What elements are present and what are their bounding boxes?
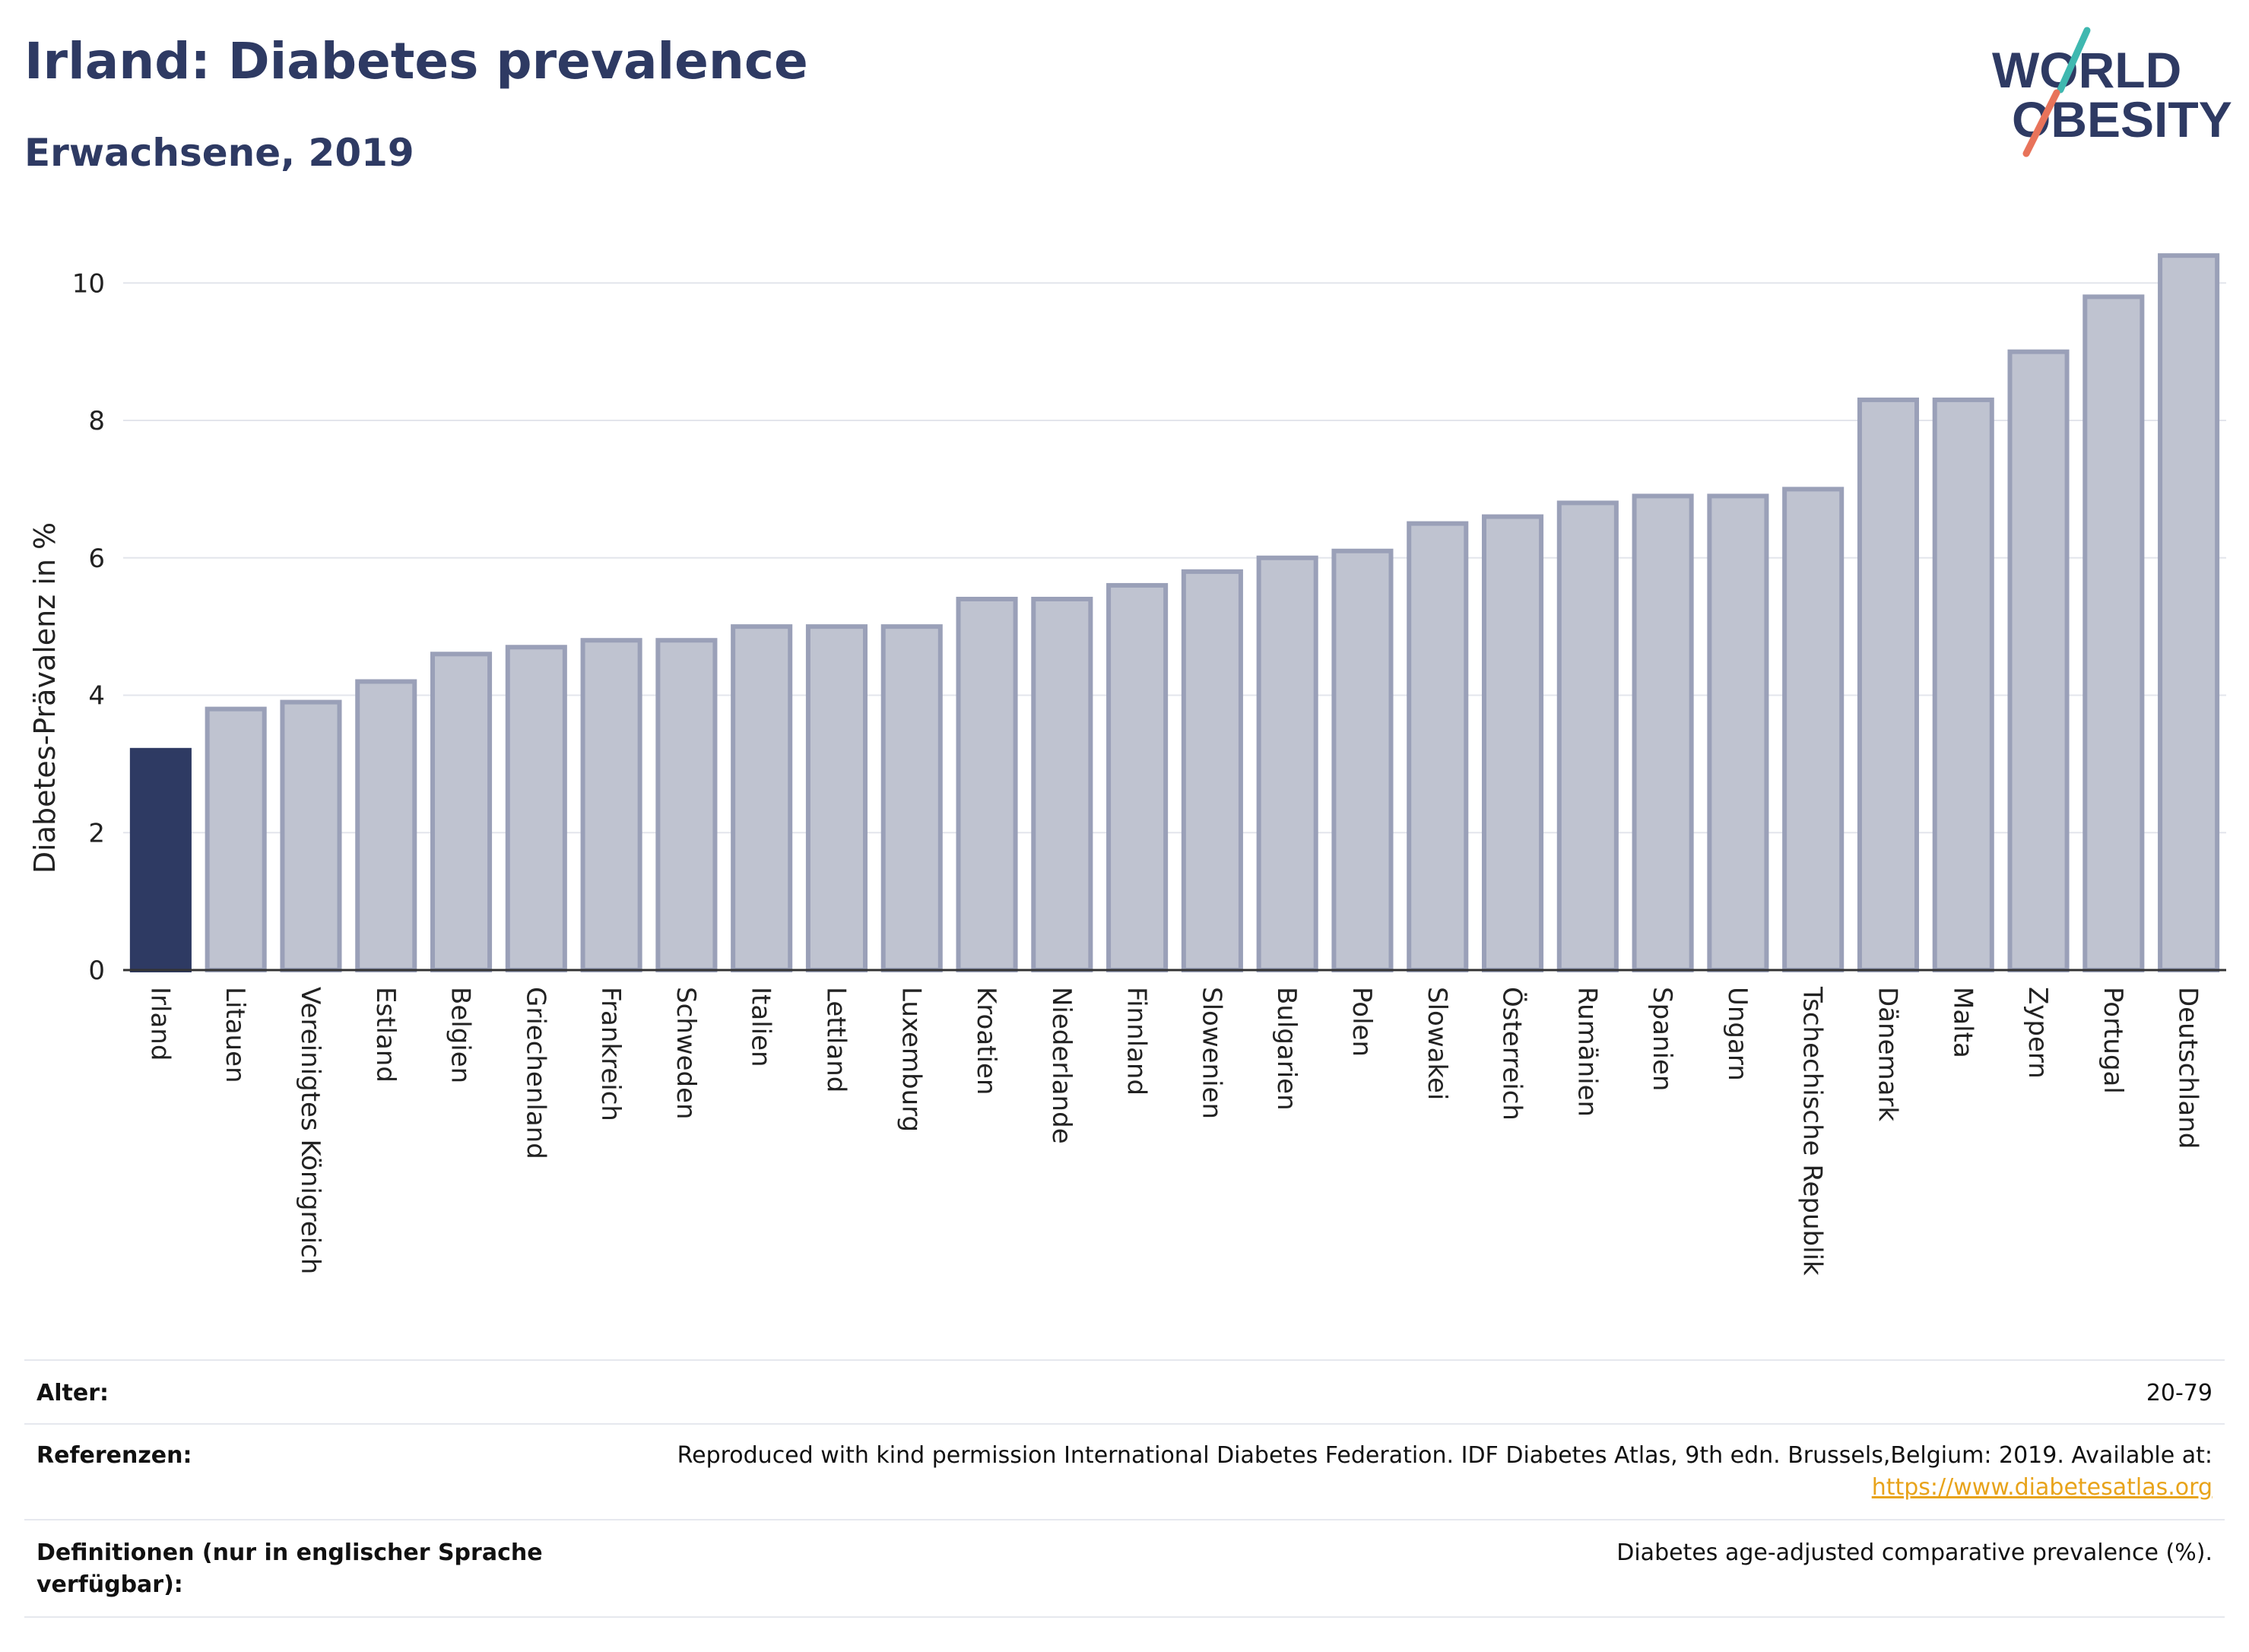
bar-vereinigtes-königreich xyxy=(280,699,342,972)
x-tick-label: Slowakei xyxy=(1422,987,1452,1100)
bar-tschechische-republik xyxy=(1782,487,1845,972)
metadata-table: Alter: 20-79 Referenzen: Reproduced with… xyxy=(24,1359,2225,1618)
bar-slowenien xyxy=(1181,569,1243,972)
bar-lettland xyxy=(805,624,868,972)
bar-litauen xyxy=(205,706,267,972)
bar-zypern xyxy=(2007,349,2070,972)
bar-rumänien xyxy=(1556,500,1619,972)
y-tick-label: 10 xyxy=(72,268,105,299)
x-tick-label: Kroatien xyxy=(971,987,1001,1095)
world-obesity-logo: WORLD OBESITY xyxy=(1992,27,2232,157)
bar-niederlande xyxy=(1031,597,1093,972)
x-tick-label: Zypern xyxy=(2022,987,2053,1079)
x-tick-label: Dänemark xyxy=(1872,987,1902,1121)
x-tick-label: Italien xyxy=(746,987,776,1067)
bar-polen xyxy=(1331,548,1394,972)
y-tick-label: 2 xyxy=(88,818,105,848)
x-tick-label: Slowenien xyxy=(1196,987,1226,1119)
meta-row-references: Referenzen: Reproduced with kind permiss… xyxy=(24,1423,2225,1520)
x-tick-label: Frankreich xyxy=(595,987,626,1121)
x-tick-label: Malta xyxy=(1947,987,1978,1058)
bar-italien xyxy=(731,624,793,972)
meta-refs-label: Referenzen: xyxy=(36,1442,192,1469)
page-subtitle: Erwachsene, 2019 xyxy=(24,131,414,175)
logo-teal-stroke xyxy=(2057,27,2091,94)
meta-row-definitions: Definitionen (nur in englischer Sprache … xyxy=(24,1519,2225,1618)
bar-griechenland xyxy=(505,645,567,973)
x-tick-label: Vereinigtes Königreich xyxy=(295,987,325,1274)
x-tick-label: Österreich xyxy=(1497,987,1528,1121)
x-tick-label: Estland xyxy=(370,987,401,1083)
bar-deutschland xyxy=(2158,253,2220,973)
bar-österreich xyxy=(1481,514,1544,972)
x-tick-label: Deutschland xyxy=(2173,987,2203,1149)
x-tick-label: Griechenland xyxy=(520,987,550,1159)
bar-spanien xyxy=(1632,493,1694,972)
x-tick-label: Irland xyxy=(144,987,175,1061)
bar-portugal xyxy=(2082,294,2145,972)
bar-irland xyxy=(129,747,192,972)
page-title: Irland: Diabetes prevalence xyxy=(24,32,808,90)
bar-slowakei xyxy=(1407,521,1469,972)
bar-kroatien xyxy=(956,597,1018,972)
x-tick-label: Litauen xyxy=(220,987,250,1083)
x-tick-label: Rumänien xyxy=(1572,987,1602,1117)
bar-finnland xyxy=(1106,582,1169,972)
bar-ungarn xyxy=(1707,493,1769,972)
bar-estland xyxy=(355,679,417,972)
bar-bulgarien xyxy=(1256,555,1318,972)
x-tick-label: Ungarn xyxy=(1722,987,1753,1081)
x-tick-label: Portugal xyxy=(2098,987,2128,1094)
meta-age-label: Alter: xyxy=(36,1380,109,1406)
x-tick-label: Schweden xyxy=(671,987,701,1120)
bar-belgien xyxy=(430,652,493,973)
bar-frankreich xyxy=(580,638,642,972)
x-tick-label: Luxemburg xyxy=(896,987,926,1132)
x-tick-label: Finnland xyxy=(1121,987,1152,1096)
bar-schweden xyxy=(655,638,718,972)
x-tick-label: Tschechische Republik xyxy=(1797,986,1828,1276)
bar-luxemburg xyxy=(880,624,943,972)
meta-row-age: Alter: 20-79 xyxy=(24,1359,2225,1425)
diabetesatlas-link[interactable]: https://www.diabetesatlas.org xyxy=(1871,1474,2213,1501)
y-tick-label: 6 xyxy=(88,544,105,574)
logo-coral-stroke xyxy=(2022,89,2060,157)
x-tick-label: Spanien xyxy=(1647,987,1677,1091)
bar-chart: 0 2 4 6 8 10 Diabetes-Prävalenz in % Irland Lita… xyxy=(28,253,2226,1276)
y-tick-label: 4 xyxy=(88,681,105,712)
logo-line1: WORLD xyxy=(1992,42,2181,98)
meta-defs-label: Definitionen (nur in englischer Sprache … xyxy=(36,1539,543,1598)
meta-refs-text: Reproduced with kind permission Internat… xyxy=(677,1442,2213,1469)
x-tick-label: Niederlande xyxy=(1046,987,1077,1144)
x-tick-label: Belgien xyxy=(446,987,476,1083)
x-tick-label: Bulgarien xyxy=(1271,987,1302,1111)
bar-malta xyxy=(1932,397,1994,972)
x-tick-label: Lettland xyxy=(820,987,851,1092)
meta-defs-value: Diabetes age-adjusted comparative preval… xyxy=(1616,1539,2213,1566)
bar-dänemark xyxy=(1857,397,1920,972)
logo-line2: OBESITY xyxy=(2012,91,2232,147)
meta-refs-value: Reproduced with kind permission Internat… xyxy=(616,1440,2213,1504)
y-axis-label: Diabetes-Prävalenz in % xyxy=(28,522,62,874)
x-tick-label: Polen xyxy=(1347,987,1377,1057)
y-tick-label: 0 xyxy=(88,956,105,986)
meta-age-value: 20-79 xyxy=(2146,1380,2213,1406)
y-tick-label: 8 xyxy=(88,406,105,436)
